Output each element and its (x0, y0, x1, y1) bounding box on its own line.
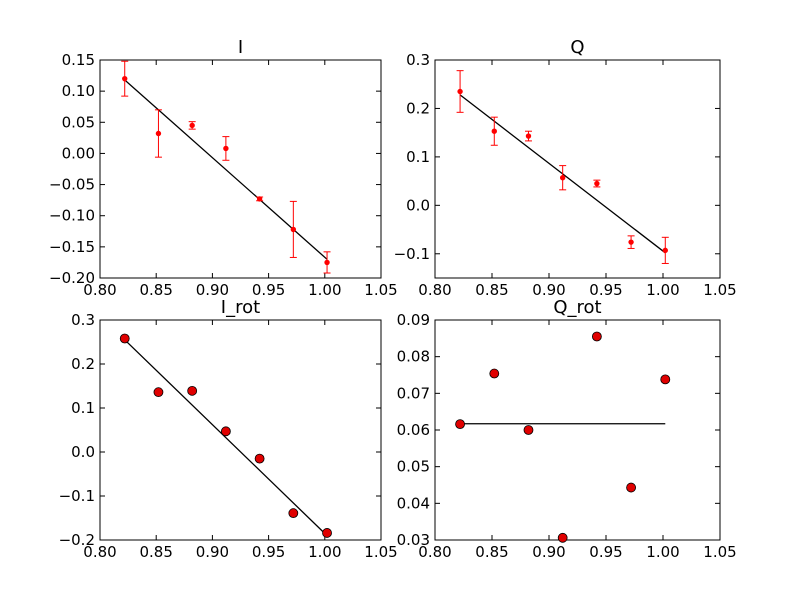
q-title: Q (570, 37, 584, 58)
i-xtick-label: 1.05 (364, 281, 397, 299)
q-rot-xtick-label: 1.00 (646, 543, 679, 561)
q-rot-xtick-label: 0.85 (475, 543, 508, 561)
q-xtick-label: 1.05 (703, 281, 736, 299)
q-data-point (457, 88, 463, 95)
q-data-point (525, 133, 532, 139)
q-rot-plot-area (434, 319, 721, 541)
i-rot-xtick-label: 1.05 (364, 543, 397, 561)
q-xtick-label: 0.95 (589, 281, 622, 299)
q-rot-data-point (626, 482, 636, 493)
q-rot-ytick-label: 0.05 (397, 458, 430, 476)
q-rot-xtick-label: 0.90 (532, 543, 565, 561)
i-xtick-label: 0.90 (196, 281, 229, 299)
q-data-point (491, 128, 497, 134)
q-rot-ytick-label: 0.09 (397, 311, 430, 329)
i-data-point (290, 226, 297, 233)
i-rot-data-point (322, 528, 332, 538)
subplot-i: I 0.80 0.85 0.90 0.95 1.00 1.05 −0.20 −0.15 −0.10… (49, 37, 398, 299)
i-ytick-label: −0.15 (49, 238, 95, 256)
i-ytick-label: −0.05 (49, 176, 95, 194)
i-data-point (155, 130, 162, 137)
i-rot-ytick-label: 0.2 (71, 355, 95, 373)
q-rot-data-point (557, 532, 568, 543)
i-rot-xtick-label: 0.90 (196, 543, 229, 561)
i-rot-data-point (153, 387, 164, 398)
i-ytick-label: 0.00 (62, 144, 95, 162)
q-plot-area (434, 59, 721, 279)
i-ytick-label: −0.10 (49, 207, 95, 225)
i-data-point (189, 122, 195, 129)
q-data-point (594, 180, 600, 187)
i-title: I (238, 37, 243, 58)
q-rot-ytick-label: 0.06 (397, 421, 430, 439)
i-rot-ytick-label: 0.3 (71, 311, 95, 329)
i-rot-data-point (288, 508, 299, 519)
subplot-q-rot: Q_rot 0.80 0.85 0.90 0.95 1.00 1.05 0.03 0.04 0.0… (397, 297, 737, 561)
q-data-point (559, 175, 566, 181)
i-rot-ytick-label: −0.2 (59, 531, 95, 549)
i-data-point (324, 259, 330, 266)
i-rot-ytick-label: 0.0 (71, 443, 95, 461)
q-rot-ytick-label: 0.03 (397, 531, 430, 549)
i-rot-data-point (220, 426, 231, 437)
q-xtick-label: 1.00 (646, 281, 679, 299)
i-xtick-label: 0.80 (83, 281, 116, 299)
i-data-point (223, 145, 229, 152)
q-rot-ytick-label: 0.04 (397, 494, 430, 512)
i-rot-title: I_rot (221, 297, 260, 318)
q-xtick-label: 0.90 (532, 281, 565, 299)
q-xtick-label: 0.80 (418, 281, 451, 299)
q-rot-data-point (489, 368, 500, 379)
i-rot-plot-area (99, 319, 382, 541)
i-rot-data-point (119, 333, 130, 344)
q-rot-title: Q_rot (553, 297, 601, 318)
q-ytick-label: 0.1 (406, 148, 430, 166)
q-rot-data-point (591, 331, 602, 342)
q-ytick-label: 0.3 (406, 51, 430, 69)
i-ytick-label: −0.20 (49, 269, 95, 287)
i-rot-xtick-label: 0.95 (252, 543, 285, 561)
q-rot-data-point (455, 419, 465, 430)
i-xtick-label: 1.00 (308, 281, 341, 299)
i-rot-xtick-label: 0.80 (83, 543, 116, 561)
i-rot-fit-line (124, 339, 328, 537)
i-data-point (122, 75, 128, 82)
q-rot-ytick-label: 0.08 (397, 348, 430, 366)
subplot-i-rot: I_rot 0.80 0.85 0.90 0.95 1.00 1.05 −0.2 −0.1 0.0… (59, 297, 398, 561)
q-rot-data-point (523, 425, 534, 435)
q-ytick-label: 0.2 (406, 99, 430, 117)
q-ytick-label: 0.0 (406, 196, 430, 214)
q-rot-data-point (660, 374, 671, 385)
i-plot-area (99, 59, 382, 279)
q-rot-xtick-label: 0.95 (589, 543, 622, 561)
i-ytick-label: 0.15 (62, 51, 95, 69)
q-data-point (628, 239, 634, 245)
i-rot-data-point (254, 453, 265, 464)
q-data-point (662, 247, 668, 254)
subplot-q: Q 0.80 0.85 0.90 0.95 1.00 1.05 −0.1 0.0 0.1 0.2 0.… (394, 37, 737, 299)
i-xtick-label: 0.95 (252, 281, 285, 299)
i-ytick-label: 0.05 (62, 113, 95, 131)
i-rot-xtick-label: 0.85 (139, 543, 172, 561)
q-rot-ytick-label: 0.07 (397, 384, 430, 402)
i-ytick-label: 0.10 (62, 82, 95, 100)
q-rot-xtick-label: 1.05 (703, 543, 736, 561)
i-rot-xtick-label: 1.00 (308, 543, 341, 561)
i-rot-ytick-label: −0.1 (59, 487, 95, 505)
i-rot-ytick-label: 0.1 (71, 399, 95, 417)
i-rot-data-point (187, 385, 198, 396)
q-rot-xtick-label: 0.80 (418, 543, 451, 561)
i-xtick-label: 0.85 (139, 281, 172, 299)
q-xtick-label: 0.85 (475, 281, 508, 299)
i-data-point (256, 196, 263, 202)
q-ytick-label: −0.1 (394, 245, 430, 263)
